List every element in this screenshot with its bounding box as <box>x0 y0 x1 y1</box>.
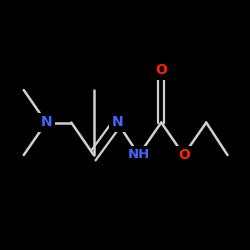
Text: NH: NH <box>128 148 150 162</box>
Text: O: O <box>178 148 190 162</box>
Text: O: O <box>155 63 167 77</box>
Text: N: N <box>40 116 52 130</box>
Text: N: N <box>112 116 123 130</box>
